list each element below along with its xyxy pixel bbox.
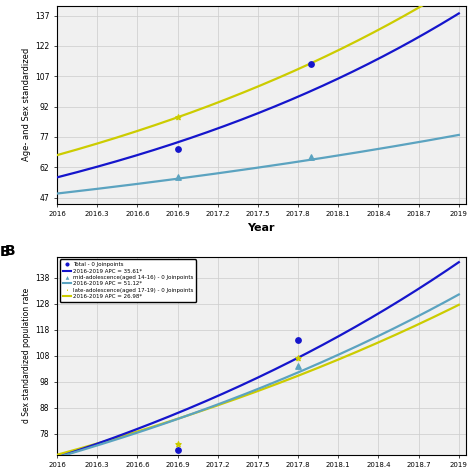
Point	[308, 60, 315, 68]
Point	[174, 146, 182, 153]
Text: B: B	[5, 244, 15, 258]
Point	[294, 337, 302, 344]
Point	[174, 113, 182, 120]
Point	[294, 355, 302, 362]
Point	[308, 154, 315, 161]
X-axis label: Year: Year	[247, 223, 275, 233]
Point	[294, 363, 302, 370]
Point	[174, 173, 182, 181]
Legend: Total - 0 Joinpoints, 2016-2019 APC = 35.61*, mid-adolescence(aged 14-16) - 0 Jo: Total - 0 Joinpoints, 2016-2019 APC = 35…	[60, 259, 196, 302]
Point	[174, 441, 182, 448]
Y-axis label: d Sex standardized population rate: d Sex standardized population rate	[22, 288, 31, 423]
Y-axis label: Age- and Sex standardized: Age- and Sex standardized	[22, 48, 31, 161]
Point	[174, 446, 182, 454]
Text: B: B	[0, 245, 10, 259]
